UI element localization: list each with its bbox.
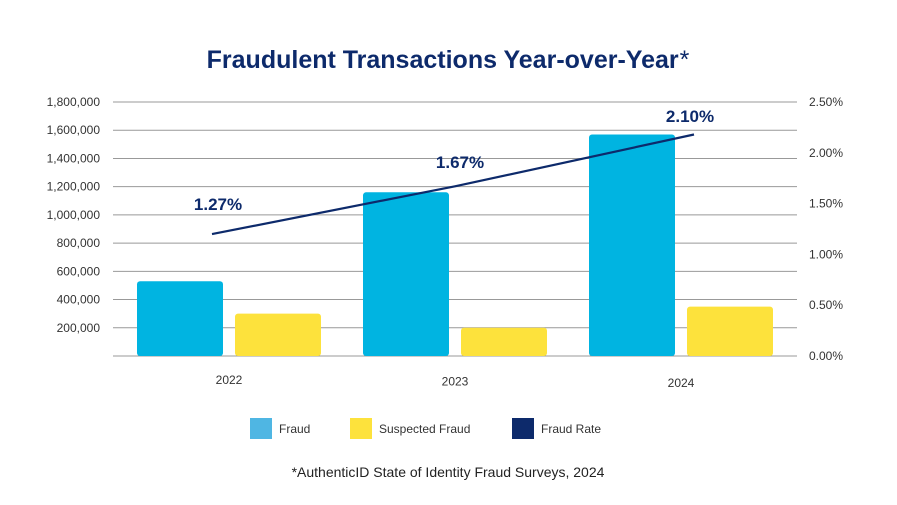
legend-fraud-rate-label: Fraud Rate (541, 422, 601, 436)
left-tick-label: 1,800,000 (47, 95, 101, 109)
right-tick-label: 2.00% (809, 146, 843, 160)
legend-fraud-label: Fraud (279, 422, 310, 436)
left-tick-label: 1,400,000 (47, 151, 101, 165)
footnote: *AuthenticID State of Identity Fraud Sur… (292, 464, 605, 480)
rate-data-label: 1.67% (436, 153, 484, 172)
gridlines (113, 101, 797, 357)
legend: Fraud Suspected Fraud Fraud Rate (250, 418, 601, 439)
fraud-bar (589, 134, 675, 356)
fraud-rate-line (211, 133, 695, 236)
left-tick-label: 1,000,000 (47, 208, 101, 222)
left-tick-label: 600,000 (57, 264, 101, 278)
right-tick-label: 1.00% (809, 247, 843, 261)
rate-data-label: 2.10% (666, 107, 714, 126)
suspected-fraud-bar (461, 327, 547, 356)
right-tick-label: 1.50% (809, 197, 843, 211)
category-label: 2022 (216, 373, 243, 387)
legend-fraud-rate-swatch (512, 418, 534, 439)
fraud-bar (363, 192, 449, 356)
left-axis: 200,000 400,000 600,000 800,000 1,000,000 1,2… (47, 95, 101, 335)
right-tick-label: 0.00% (809, 349, 843, 363)
left-tick-label: 200,000 (57, 321, 101, 335)
legend-suspected-fraud-label: Suspected Fraud (379, 422, 470, 436)
rate-data-label: 1.27% (194, 195, 242, 214)
left-tick-label: 1,200,000 (47, 180, 101, 194)
title-asterisk: * (680, 46, 690, 74)
suspected-fraud-bar (687, 306, 773, 356)
category-label: 2023 (442, 375, 469, 389)
legend-suspected-fraud-swatch (350, 418, 372, 439)
category-axis: 2022 2023 2024 (216, 373, 695, 390)
right-axis: 0.00% 0.50% 1.00% 1.50% 2.00% 2.50% (809, 95, 843, 363)
left-tick-label: 400,000 (57, 293, 101, 307)
bars (137, 134, 773, 356)
right-tick-label: 0.50% (809, 298, 843, 312)
right-tick-label: 2.50% (809, 95, 843, 109)
fraud-bar (137, 281, 223, 356)
left-tick-label: 1,600,000 (47, 123, 101, 137)
category-label: 2024 (668, 376, 695, 390)
chart-title-text: Fraudulent Transactions Year-over-Year (207, 46, 679, 74)
fraud-rate-line-group: 1.27% 1.67% 2.10% (194, 107, 714, 236)
left-tick-label: 800,000 (57, 236, 101, 250)
suspected-fraud-bar (235, 313, 321, 356)
legend-fraud-swatch (250, 418, 272, 439)
chart-title: Fraudulent Transactions Year-over-Year* (207, 46, 690, 74)
